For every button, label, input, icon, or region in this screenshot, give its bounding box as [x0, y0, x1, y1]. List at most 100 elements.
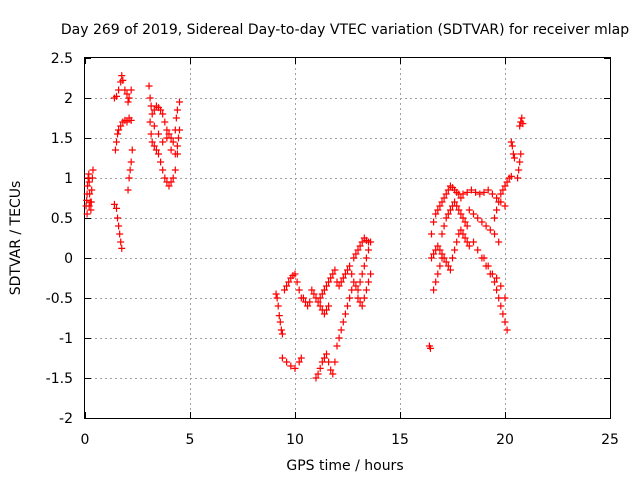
data-point: [163, 126, 171, 134]
data-point: [325, 302, 333, 310]
data-point: [480, 188, 488, 196]
x-axis-label: GPS time / hours: [286, 458, 403, 474]
data-point: [281, 286, 288, 294]
data-point: [291, 364, 299, 372]
data-point: [320, 354, 328, 362]
data-point: [501, 318, 509, 326]
data-point: [310, 290, 318, 298]
data-point: [115, 222, 123, 230]
data-point: [318, 358, 326, 366]
data-point: [465, 242, 473, 250]
data-point: [115, 86, 123, 94]
data-point: [123, 118, 131, 126]
data-point: [499, 310, 507, 318]
data-point: [115, 126, 123, 134]
data-point: [495, 198, 503, 206]
data-point: [346, 294, 354, 302]
data-point: [277, 326, 285, 334]
data-point: [113, 138, 120, 146]
data-point: [323, 282, 330, 290]
data-point: [335, 334, 343, 342]
data-point: [171, 166, 179, 174]
data-point: [150, 106, 158, 114]
data-point: [274, 302, 282, 310]
data-point: [176, 98, 183, 106]
data-point: [457, 226, 465, 234]
data-point: [145, 82, 153, 90]
data-point: [308, 286, 316, 294]
data-point: [428, 254, 435, 262]
data-point: [459, 190, 467, 198]
data-point: [278, 330, 286, 338]
data-point: [356, 298, 364, 306]
data-point: [493, 274, 501, 282]
data-point: [173, 106, 181, 114]
data-point: [518, 114, 526, 122]
y-tick-label: 1.5: [51, 131, 73, 147]
data-point: [293, 278, 301, 286]
data-point: [503, 326, 511, 334]
data-point: [174, 134, 182, 142]
data-point: [148, 138, 156, 146]
data-point: [83, 196, 91, 204]
data-point: [491, 278, 498, 286]
data-point: [157, 106, 165, 114]
data-point: [337, 326, 345, 334]
data-point: [430, 250, 438, 258]
data-point: [440, 254, 448, 262]
data-point: [493, 194, 501, 202]
y-tick-label: -0.5: [46, 291, 73, 307]
data-point: [306, 298, 314, 306]
data-point: [118, 72, 126, 80]
data-point: [116, 230, 124, 238]
data-point: [480, 254, 488, 262]
data-point: [434, 206, 442, 214]
data-point: [499, 186, 507, 194]
data-point: [482, 222, 490, 230]
data-points: [82, 72, 527, 382]
data-point: [125, 174, 133, 182]
data-point: [495, 294, 503, 302]
data-point: [273, 294, 281, 302]
data-point: [320, 286, 328, 294]
data-point: [365, 238, 372, 246]
data-point: [148, 110, 156, 118]
data-point: [434, 270, 442, 278]
data-point: [127, 158, 135, 166]
data-point: [85, 202, 93, 210]
data-point: [333, 342, 341, 350]
data-point: [493, 286, 501, 294]
data-point: [83, 210, 91, 218]
data-point: [488, 190, 496, 198]
data-point: [159, 138, 167, 146]
data-point: [356, 278, 364, 286]
data-point: [161, 174, 169, 182]
y-tick-label: -2: [59, 411, 73, 427]
data-point: [430, 218, 438, 226]
data-point: [124, 98, 132, 106]
data-point: [472, 188, 480, 196]
y-tick-label: 0.5: [51, 211, 73, 227]
data-point: [470, 210, 477, 218]
data-point: [285, 278, 293, 286]
data-point: [331, 358, 339, 366]
data-point: [444, 186, 452, 194]
data-point: [314, 298, 322, 306]
data-point: [327, 366, 335, 374]
data-point: [123, 90, 131, 98]
data-point: [352, 250, 360, 258]
data-point: [455, 206, 463, 214]
data-point: [111, 146, 119, 154]
x-tick-label: 5: [186, 432, 195, 448]
data-point: [365, 246, 372, 254]
data-point: [283, 282, 291, 290]
data-point: [341, 310, 349, 318]
data-point: [497, 302, 505, 310]
data-point: [352, 282, 360, 290]
data-point: [127, 116, 135, 124]
data-point: [360, 294, 368, 302]
data-point: [124, 186, 132, 194]
data-point: [161, 118, 169, 126]
data-point: [85, 170, 93, 178]
